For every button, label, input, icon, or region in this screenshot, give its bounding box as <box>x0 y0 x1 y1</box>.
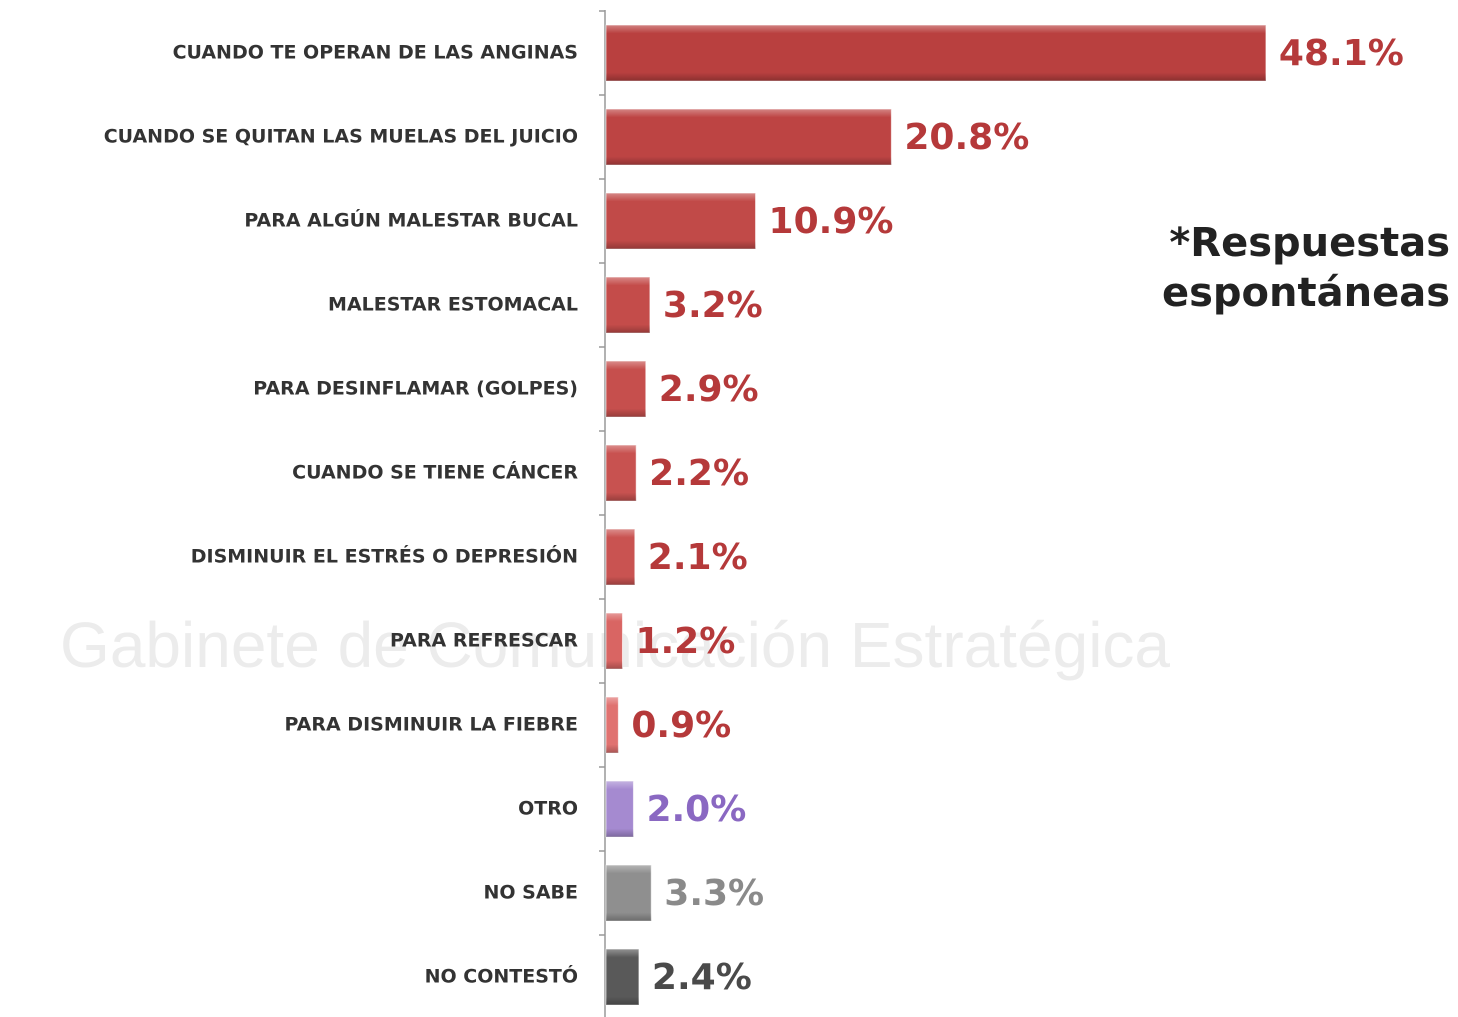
bar-sheen <box>606 613 623 669</box>
category-label: CUANDO SE TIENE CÁNCER <box>292 461 578 484</box>
category-label: PARA DISMINUIR LA FIEBRE <box>284 714 578 736</box>
category-label: CUANDO SE QUITAN LAS MUELAS DEL JUICIO <box>104 126 578 148</box>
value-label: 0.9% <box>631 705 731 746</box>
category-label: OTRO <box>518 798 578 820</box>
bar-sheen <box>606 781 634 837</box>
bar-sheen <box>606 529 635 585</box>
bar-sheen <box>606 445 637 501</box>
value-label: 2.9% <box>659 369 759 410</box>
category-label: MALESTAR ESTOMACAL <box>328 294 578 316</box>
value-label: 20.8% <box>904 117 1029 158</box>
category-label: PARA REFRESCAR <box>390 630 578 652</box>
annotation: *Respuestas <box>1169 220 1450 266</box>
value-label: 48.1% <box>1279 33 1404 74</box>
value-label: 3.3% <box>664 873 764 914</box>
category-label: NO CONTESTÓ <box>425 964 578 988</box>
bar-sheen <box>606 25 1266 81</box>
bar-sheen <box>606 865 652 921</box>
bar-sheen <box>606 949 639 1005</box>
value-label: 2.4% <box>652 957 752 998</box>
value-label: 2.0% <box>646 789 746 830</box>
category-label: PARA ALGÚN MALESTAR BUCAL <box>244 208 578 232</box>
category-label: DISMINUIR EL ESTRÉS O DEPRESIÓN <box>191 544 578 568</box>
category-label: CUANDO TE OPERAN DE LAS ANGINAS <box>173 42 578 64</box>
value-label: 3.2% <box>663 285 763 326</box>
category-label: PARA DESINFLAMAR (GOLPES) <box>253 378 578 400</box>
category-label: NO SABE <box>483 882 578 904</box>
bar-sheen <box>606 277 650 333</box>
bar-sheen <box>606 361 646 417</box>
value-label: 2.1% <box>648 537 748 578</box>
bar-sheen <box>606 193 756 249</box>
bar-sheen <box>606 109 892 165</box>
annotation: espontáneas <box>1162 270 1450 316</box>
value-label: 10.9% <box>769 201 894 242</box>
value-label: 2.2% <box>649 453 749 494</box>
value-label: 1.2% <box>635 621 735 662</box>
bar-sheen <box>606 697 619 753</box>
